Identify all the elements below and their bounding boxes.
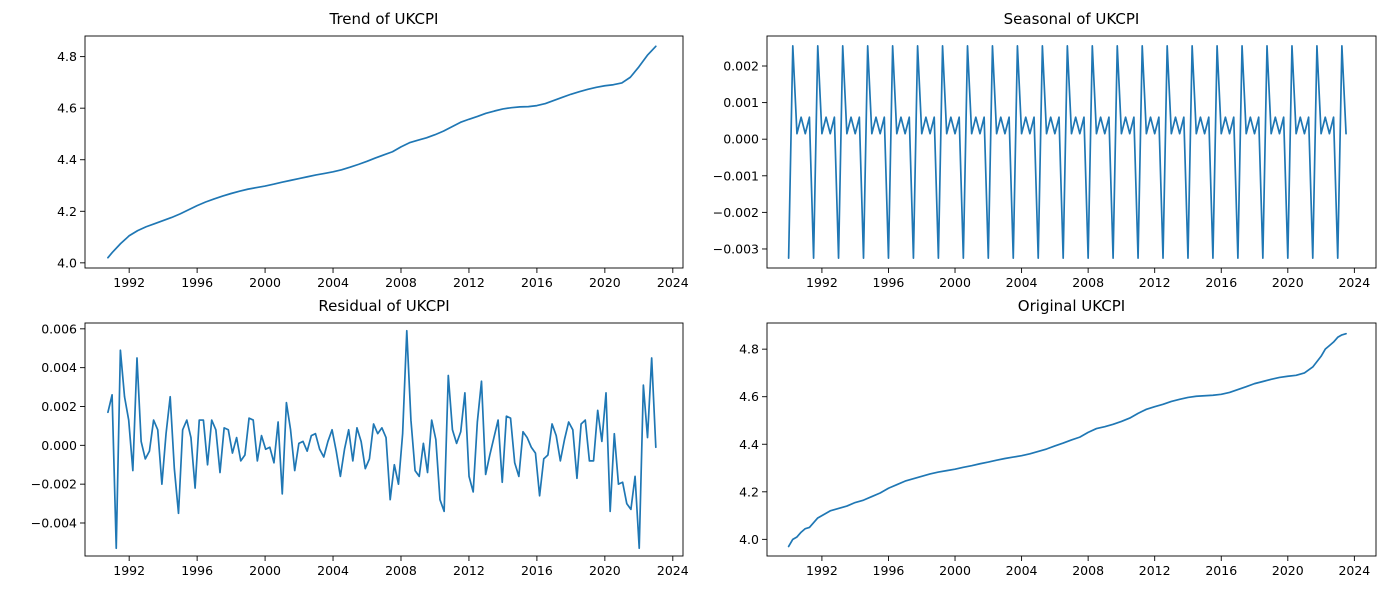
- residual-y-tick-label: −0.002: [31, 477, 77, 492]
- seasonal-y-tick-label: −0.001: [713, 168, 759, 183]
- trend-axes-frame: [84, 35, 684, 269]
- trend-y-tick-label: 4.0: [57, 255, 77, 270]
- residual-x-tick-label: 1996: [181, 563, 213, 578]
- trend-x-tick-label: 2000: [249, 275, 281, 290]
- trend-x-tick-label: 2008: [385, 275, 417, 290]
- original-x-tick-label: 1996: [873, 563, 905, 578]
- trend-x-tick-label: 2024: [657, 275, 689, 290]
- trend-title: Trend of UKCPI: [329, 10, 439, 28]
- original-y-tick-label: 4.4: [739, 437, 759, 452]
- residual-panel: Residual of UKCPI 1992 1996 2000 2004 2008 201…: [31, 297, 689, 578]
- seasonal-x-tick-label: 2012: [1139, 275, 1171, 290]
- original-x-tick-label: 2020: [1272, 563, 1304, 578]
- seasonal-panel: Seasonal of UKCPI 1992 1996 2000 2004 2008 201…: [713, 10, 1377, 290]
- original-title: Original UKCPI: [1018, 297, 1125, 315]
- trend-x-tick-label: 2004: [317, 275, 349, 290]
- trend-panel: Trend of UKCPI 1992 1996 2000 2004 2008 2012 20…: [57, 10, 689, 290]
- residual-x-tick-label: 2024: [657, 563, 689, 578]
- original-x-tick-label: 1992: [806, 563, 838, 578]
- seasonal-x-tick-label: 2004: [1006, 275, 1038, 290]
- seasonal-y-tick-label: 0.000: [723, 132, 759, 147]
- trend-y-tick-label: 4.2: [57, 204, 77, 219]
- residual-y-tick-label: −0.004: [31, 515, 77, 530]
- seasonal-series-line: [787, 45, 1347, 259]
- residual-y-tick-label: 0.002: [41, 399, 77, 414]
- trend-x-tick-label: 1996: [181, 275, 213, 290]
- seasonal-x-tick-label: 2000: [939, 275, 971, 290]
- original-panel: Original UKCPI 1992 1996 2000 2004 2008 2012 20…: [739, 297, 1377, 578]
- original-y-tick-label: 4.8: [739, 342, 759, 357]
- trend-x-tick-label: 2016: [521, 275, 553, 290]
- residual-axes-frame: [84, 322, 684, 557]
- residual-series-line: [107, 329, 657, 550]
- residual-x-tick-label: 2016: [521, 563, 553, 578]
- original-x-tick-label: 2024: [1338, 563, 1370, 578]
- original-x-tick-label: 2000: [939, 563, 971, 578]
- seasonal-title: Seasonal of UKCPI: [1004, 10, 1140, 28]
- seasonal-x-tick-label: 1996: [873, 275, 905, 290]
- trend-y-tick-label: 4.4: [57, 152, 77, 167]
- trend-x-tick-label: 2020: [589, 275, 621, 290]
- trend-x-tick-label: 1992: [113, 275, 145, 290]
- residual-y-tick-label: 0.006: [41, 321, 77, 336]
- residual-y-tick-label: 0.004: [41, 360, 77, 375]
- original-x-tick-label: 2012: [1139, 563, 1171, 578]
- trend-series-line: [107, 45, 657, 259]
- seasonal-y-tick-label: 0.001: [723, 95, 759, 110]
- original-x-tick-label: 2004: [1006, 563, 1038, 578]
- seasonal-y-tick-label: −0.003: [713, 241, 759, 256]
- seasonal-x-tick-label: 1992: [806, 275, 838, 290]
- seasonal-x-tick-label: 2008: [1072, 275, 1104, 290]
- seasonal-y-tick-label: −0.002: [713, 205, 759, 220]
- original-y-tick-label: 4.2: [739, 484, 759, 499]
- residual-x-tick-label: 2000: [249, 563, 281, 578]
- residual-x-tick-label: 2008: [385, 563, 417, 578]
- original-x-tick-label: 2016: [1205, 563, 1237, 578]
- seasonal-x-tick-label: 2020: [1272, 275, 1304, 290]
- trend-y-tick-label: 4.8: [57, 49, 77, 64]
- original-x-tick-label: 2008: [1072, 563, 1104, 578]
- original-y-tick-label: 4.6: [739, 389, 759, 404]
- seasonal-axes-frame: [766, 35, 1377, 269]
- residual-x-tick-label: 2020: [589, 563, 621, 578]
- residual-y-tick-label: 0.000: [41, 438, 77, 453]
- seasonal-x-tick-label: 2024: [1338, 275, 1370, 290]
- original-y-tick-label: 4.0: [739, 532, 759, 547]
- seasonal-y-tick-label: 0.002: [723, 59, 759, 74]
- residual-x-tick-label: 1992: [113, 563, 145, 578]
- original-series-line: [787, 332, 1347, 548]
- residual-x-tick-label: 2004: [317, 563, 349, 578]
- original-axes-frame: [766, 322, 1377, 557]
- residual-x-tick-label: 2012: [453, 563, 485, 578]
- residual-title: Residual of UKCPI: [318, 297, 449, 315]
- trend-y-tick-label: 4.6: [57, 101, 77, 116]
- trend-x-tick-label: 2012: [453, 275, 485, 290]
- seasonal-x-tick-label: 2016: [1205, 275, 1237, 290]
